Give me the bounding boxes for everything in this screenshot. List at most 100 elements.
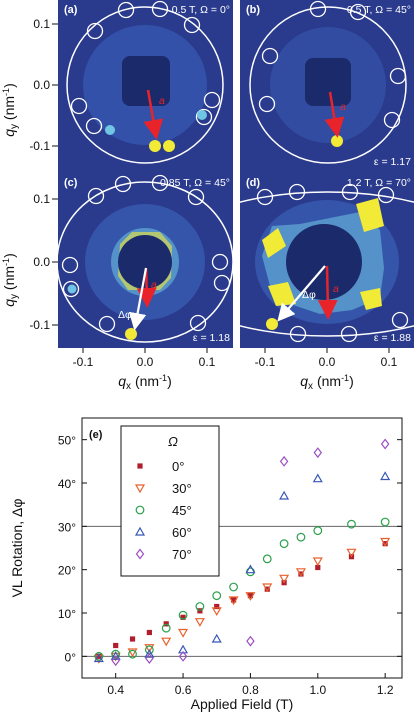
y-tick-label: 0.0 bbox=[33, 78, 50, 92]
bragg-circle bbox=[383, 111, 401, 129]
data-point bbox=[380, 517, 390, 527]
data-point bbox=[296, 532, 306, 542]
panel-c-label: (c) bbox=[64, 177, 78, 189]
panel-d-a-label: a bbox=[333, 283, 339, 295]
data-point bbox=[128, 649, 137, 659]
data-point bbox=[178, 644, 189, 654]
panel-a-bragg-peak bbox=[149, 140, 161, 152]
data-point bbox=[146, 629, 152, 636]
x-tick-label: 1.2 bbox=[377, 683, 394, 697]
panel-a-a-label: a bbox=[159, 95, 165, 107]
data-point bbox=[380, 471, 391, 481]
data-point bbox=[245, 592, 256, 601]
data-point bbox=[382, 541, 388, 547]
data-point bbox=[127, 648, 138, 658]
data-point bbox=[194, 618, 205, 627]
y-axis-ticks: 0° 10° 20° 30° 40° 50° bbox=[58, 434, 402, 664]
bragg-circle bbox=[151, 174, 169, 192]
data-point bbox=[246, 635, 255, 647]
data-point bbox=[113, 642, 119, 649]
panel-d-epsilon: ε = 1.88 bbox=[374, 332, 411, 344]
data-point bbox=[262, 554, 272, 564]
y-tick-label: 0.1 bbox=[33, 192, 50, 206]
panel-d-flare bbox=[268, 282, 296, 306]
x-tick-label: 0.1 bbox=[199, 355, 216, 369]
data-point bbox=[380, 438, 390, 450]
panel-d-delta-phi: Δφ bbox=[302, 289, 316, 301]
data-point bbox=[129, 636, 136, 642]
data-point bbox=[279, 539, 289, 549]
data-point bbox=[178, 628, 189, 638]
data-point bbox=[313, 447, 323, 459]
panel-d-label: (d) bbox=[246, 177, 260, 189]
data-point bbox=[145, 653, 154, 664]
data-point bbox=[144, 648, 155, 658]
data-point bbox=[312, 473, 323, 483]
bragg-circle bbox=[85, 117, 103, 135]
legend-label: 45° bbox=[172, 503, 192, 518]
panel-c-a-label: a bbox=[151, 279, 157, 291]
data-point bbox=[214, 603, 220, 610]
panel-c: a Δφ (c) 0.85 T, Ω = 45° ε = 1.18 bbox=[58, 172, 233, 348]
data-point bbox=[178, 650, 188, 662]
panel-b-a-label: a bbox=[340, 101, 346, 113]
bragg-circle bbox=[203, 91, 221, 109]
panel-b-bragg-circles bbox=[258, 0, 407, 129]
bragg-circle bbox=[391, 311, 409, 329]
panel-a-ring bbox=[66, 6, 224, 164]
data-point bbox=[245, 564, 256, 574]
x-tick-label: 0.8 bbox=[242, 683, 259, 697]
panel-c-bragg-peak bbox=[125, 328, 137, 340]
qy-axis-title-bottom: qy (nm-1) bbox=[1, 253, 20, 307]
panel-d-flare bbox=[356, 198, 384, 232]
data-point bbox=[212, 591, 222, 601]
legend-items: 0° 30° 45° 60° 70° bbox=[134, 459, 192, 562]
y-tick-label: 0° bbox=[65, 650, 77, 664]
data-point bbox=[298, 571, 304, 577]
data-point bbox=[312, 557, 323, 567]
panel-e-chart: 0° 10° 20° 30° 40° 50° 0.4 0.6 0.8 1.0 1.2 VL Rot… bbox=[9, 417, 403, 712]
data-point bbox=[279, 574, 290, 584]
bragg-circle bbox=[98, 315, 116, 333]
x-tick-label: 1.0 bbox=[309, 683, 326, 697]
legend-label: 70° bbox=[172, 547, 192, 562]
panel-a-weak-peak bbox=[197, 110, 207, 120]
panel-c-weak-peak bbox=[67, 284, 77, 294]
legend-box bbox=[120, 425, 220, 577]
qx-axis-title-right: qx (nm-1) bbox=[300, 373, 354, 392]
panel-a: a (a) 0.5 T, Ω = 0° bbox=[58, 0, 233, 173]
legend-marker bbox=[134, 484, 146, 494]
panel-a-info: 0.5 T, Ω = 0° bbox=[172, 4, 230, 16]
panel-b-ring bbox=[249, 6, 407, 164]
panel-e-label: (e) bbox=[89, 429, 103, 441]
data-point bbox=[178, 610, 188, 620]
legend-marker bbox=[137, 463, 143, 469]
panel-d-bragg-circles bbox=[256, 183, 409, 343]
bragg-circle bbox=[189, 314, 207, 332]
bragg-circle bbox=[289, 325, 307, 343]
bragg-circle bbox=[86, 22, 104, 40]
legend: Ω 0° 30° 45° 60° 70° bbox=[120, 425, 220, 577]
legend-marker bbox=[134, 526, 146, 536]
bragg-circle bbox=[309, 0, 327, 18]
bragg-circle bbox=[389, 67, 407, 85]
panel-b-bragg-peak bbox=[331, 135, 343, 147]
data-point bbox=[111, 655, 120, 667]
series-diamond bbox=[111, 438, 390, 667]
data-point bbox=[93, 653, 104, 663]
x-tick-label: 0.0 bbox=[137, 355, 154, 369]
data-point bbox=[262, 583, 273, 593]
panel-a-bragg-peak bbox=[163, 140, 175, 152]
y-tick-label: 10° bbox=[58, 607, 76, 621]
panel-c-epsilon: ε = 1.18 bbox=[193, 332, 230, 344]
panel-c-ring bbox=[58, 181, 233, 343]
data-point bbox=[161, 623, 171, 633]
legend-marker bbox=[135, 548, 145, 560]
chart-y-axis-title: VL Rotation, Δφ bbox=[9, 499, 25, 598]
x-axis-ticks: 0.4 0.6 0.8 1.0 1.2 bbox=[107, 673, 394, 697]
bragg-circle bbox=[117, 1, 135, 19]
panel-b: a (b) 0.5 T, Ω = 45° ε = 1.17 bbox=[240, 0, 414, 173]
y-tick-label: 40° bbox=[58, 477, 76, 491]
data-point bbox=[144, 644, 155, 653]
